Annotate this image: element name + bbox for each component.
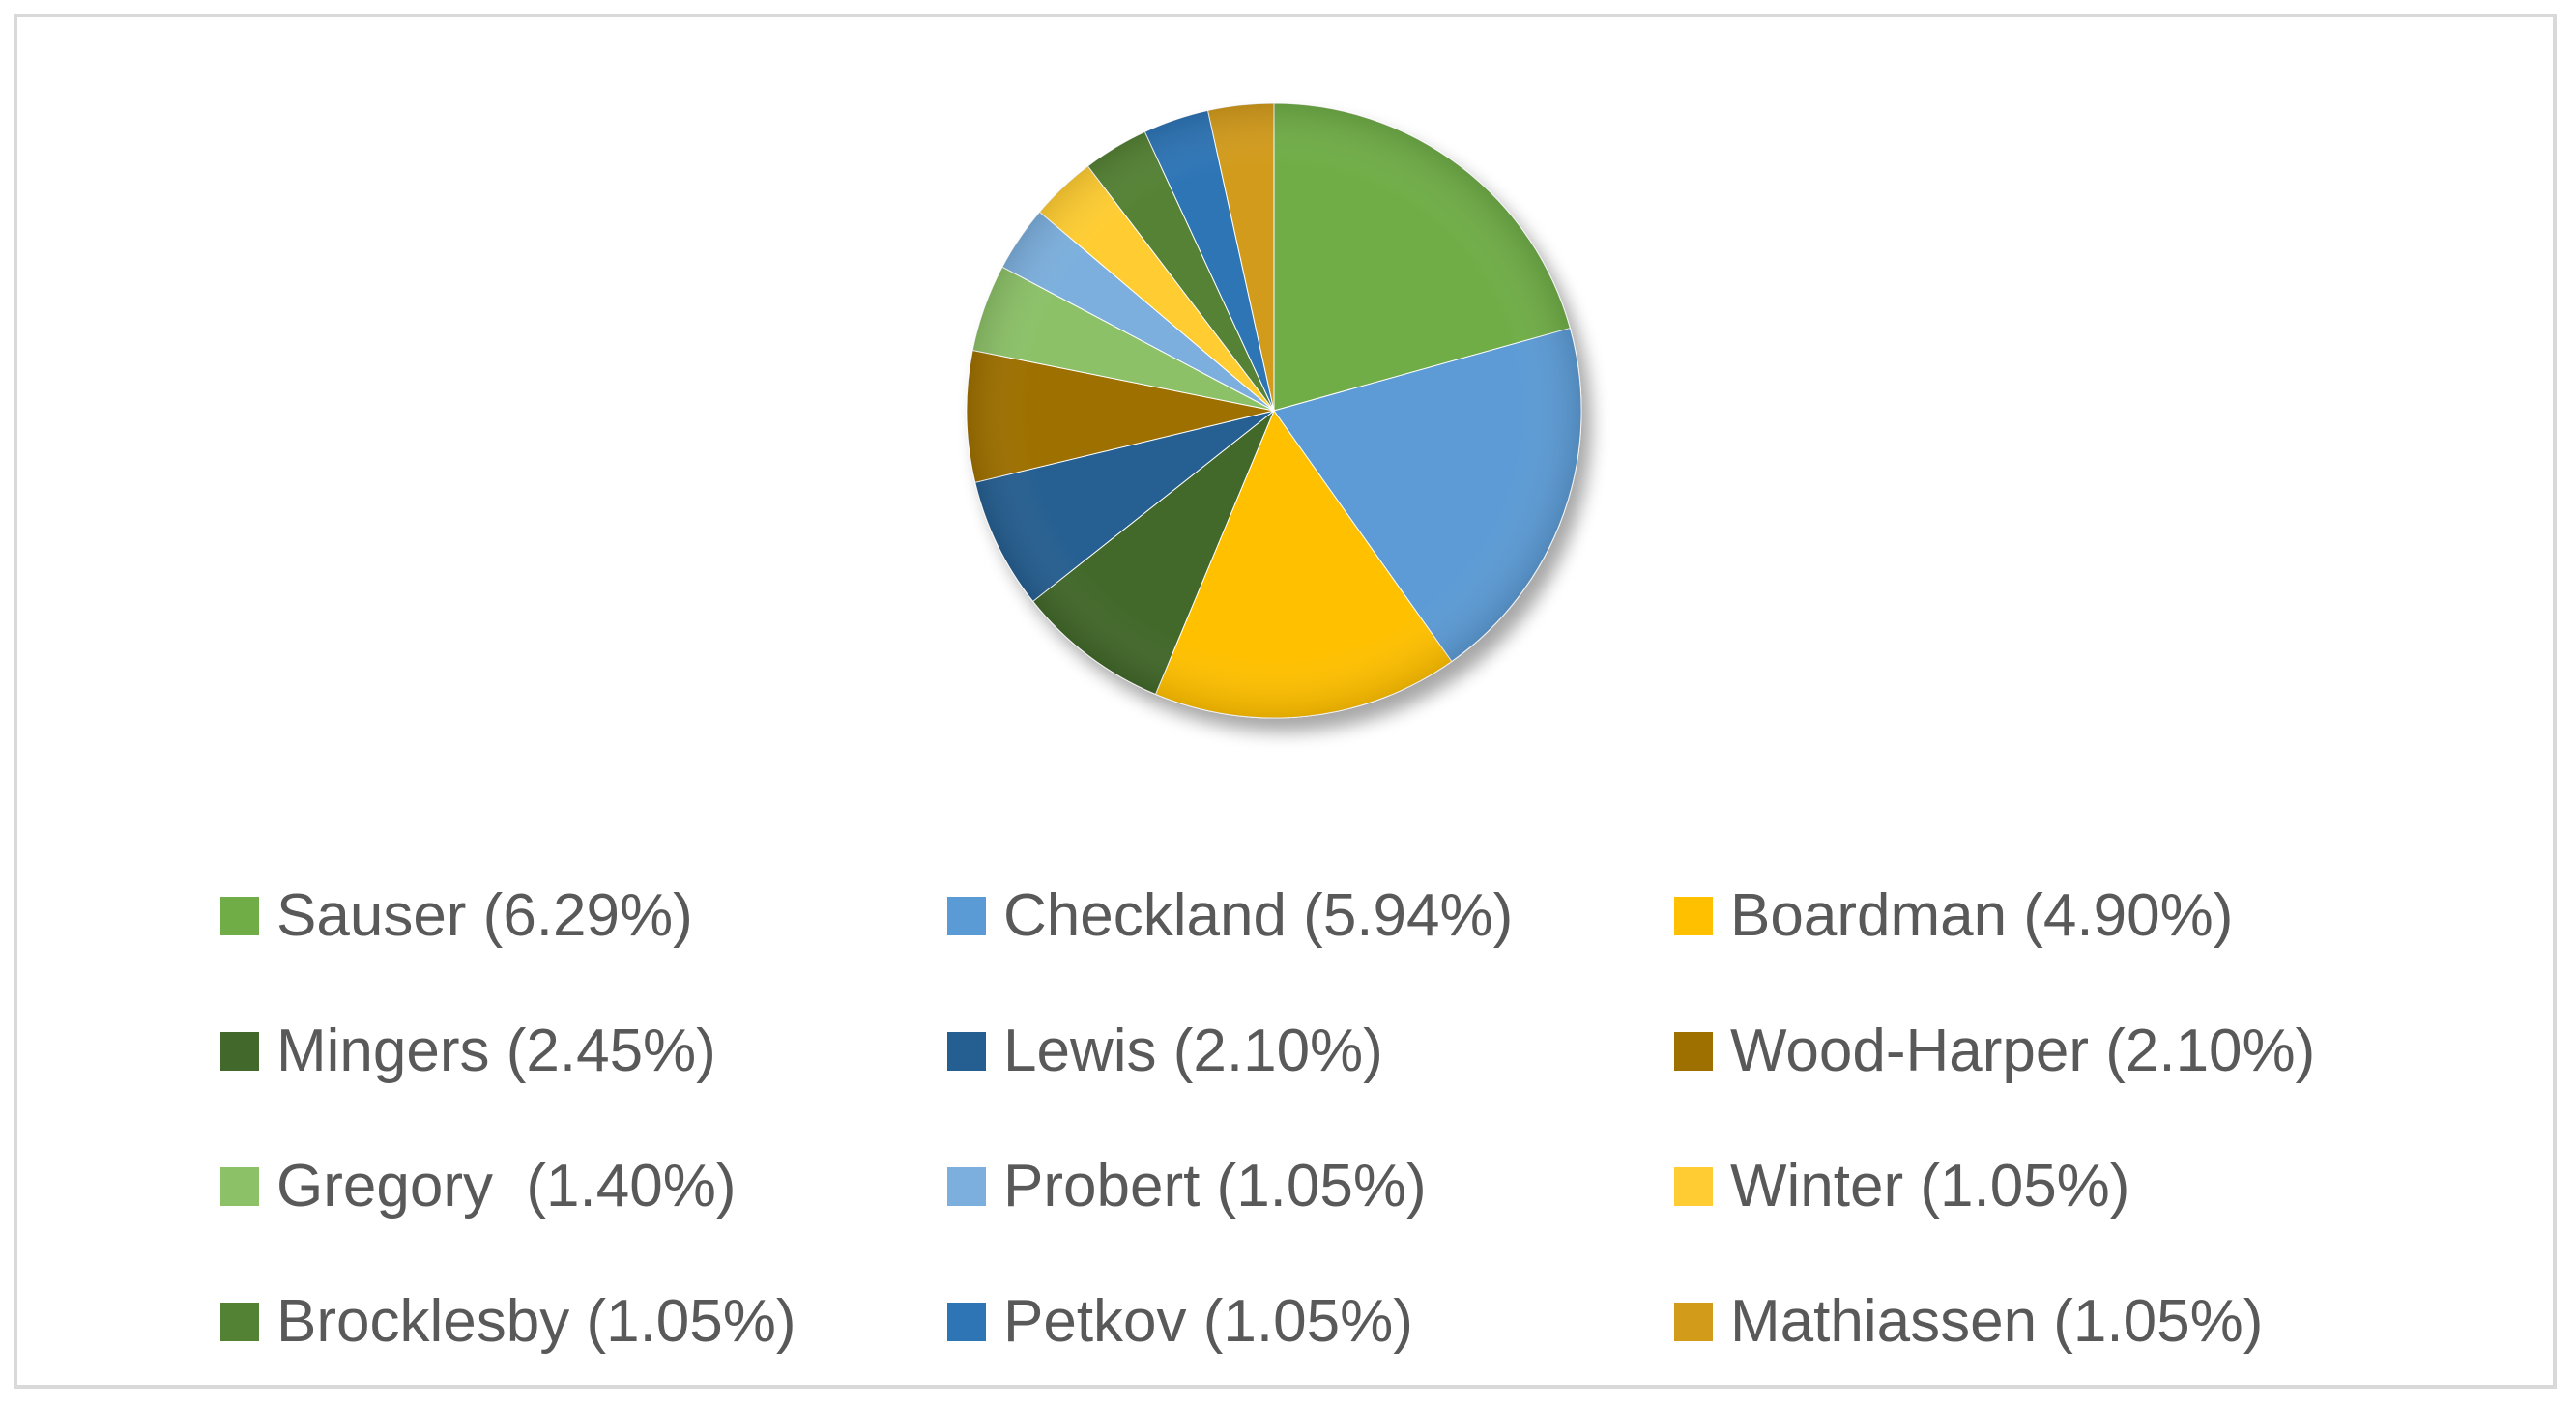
legend-item: Petkov (1.05%) bbox=[947, 1254, 1674, 1390]
legend-swatch bbox=[1674, 1303, 1713, 1341]
legend-label: Wood-Harper (2.10%) bbox=[1730, 1018, 2316, 1084]
legend-label: Lewis (2.10%) bbox=[1003, 1018, 1383, 1084]
legend-swatch bbox=[947, 1303, 986, 1341]
legend-label: Mathiassen (1.05%) bbox=[1730, 1288, 2264, 1355]
legend-swatch bbox=[1674, 897, 1713, 935]
legend-swatch bbox=[220, 1032, 259, 1071]
legend-label: Petkov (1.05%) bbox=[1003, 1288, 1413, 1355]
legend-item: Gregory (1.40%) bbox=[220, 1119, 947, 1254]
legend-item: Brocklesby (1.05%) bbox=[220, 1254, 947, 1390]
legend-label: Gregory (1.40%) bbox=[276, 1153, 737, 1219]
legend-label: Sauser (6.29%) bbox=[276, 882, 693, 949]
legend-swatch bbox=[1674, 1032, 1713, 1071]
legend-swatch bbox=[947, 897, 986, 935]
legend-swatch bbox=[947, 1032, 986, 1071]
legend-swatch bbox=[220, 1167, 259, 1206]
legend-label: Boardman (4.90%) bbox=[1730, 882, 2234, 949]
legend-swatch bbox=[220, 1303, 259, 1341]
legend-item: Wood-Harper (2.10%) bbox=[1674, 984, 2401, 1119]
legend-swatch bbox=[220, 897, 259, 935]
legend-item: Boardman (4.90%) bbox=[1674, 848, 2401, 984]
legend-label: Brocklesby (1.05%) bbox=[276, 1288, 796, 1355]
legend-label: Probert (1.05%) bbox=[1003, 1153, 1427, 1219]
legend-label: Winter (1.05%) bbox=[1730, 1153, 2130, 1219]
legend-swatch bbox=[1674, 1167, 1713, 1206]
legend-item: Lewis (2.10%) bbox=[947, 984, 1674, 1119]
legend-label: Mingers (2.45%) bbox=[276, 1018, 716, 1084]
legend-item: Mingers (2.45%) bbox=[220, 984, 947, 1119]
legend-item: Checkland (5.94%) bbox=[947, 848, 1674, 984]
legend: Sauser (6.29%) Checkland (5.94%) Boardman … bbox=[220, 848, 2401, 1390]
legend-label: Checkland (5.94%) bbox=[1003, 882, 1514, 949]
legend-item: Winter (1.05%) bbox=[1674, 1119, 2401, 1254]
chart-frame: Sauser (6.29%) Checkland (5.94%) Boardman … bbox=[14, 14, 2557, 1389]
legend-item: Sauser (6.29%) bbox=[220, 848, 947, 984]
legend-item: Probert (1.05%) bbox=[947, 1119, 1674, 1254]
legend-swatch bbox=[947, 1167, 986, 1206]
legend-item: Mathiassen (1.05%) bbox=[1674, 1254, 2401, 1390]
